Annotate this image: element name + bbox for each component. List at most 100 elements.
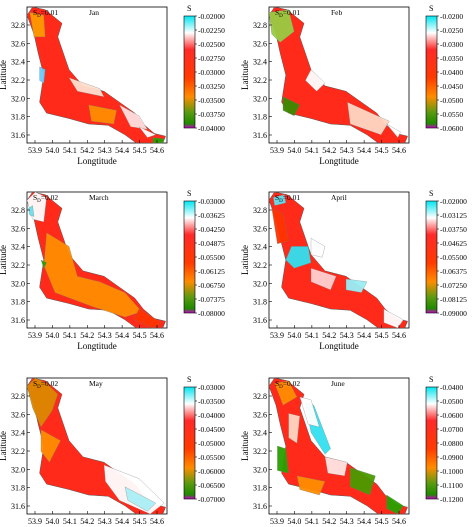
colorbar-tick-label: -0.1100 xyxy=(440,481,463,490)
x-tick-label: 54.5 xyxy=(133,146,147,155)
x-tick-label: 54.0 xyxy=(287,517,301,526)
y-tick-label: 32.6 xyxy=(253,224,267,233)
sd-label: SD=0.01 xyxy=(33,8,58,19)
x-tick-label: 54.1 xyxy=(63,517,77,526)
chart-panel-feb: SD=0.01 Feb 32.8 32.6 32.4 32.2 32.0 31.8 31.653… xyxy=(240,4,463,166)
contour-patch-5 xyxy=(40,259,47,269)
contour-patch-1 xyxy=(273,194,286,206)
colorbar-tick-label: -0.0350 xyxy=(440,54,463,63)
y-tick-label: 32.4 xyxy=(253,58,267,67)
y-axis-label: Latitude xyxy=(0,431,8,461)
x-tick-label: 54.6 xyxy=(150,517,164,526)
colorbar-tick-label: -0.04000 xyxy=(198,411,225,420)
y-tick-label: 32.0 xyxy=(253,94,267,103)
colorbar-title: S xyxy=(187,375,191,384)
colorbar-tick-label: -0.07000 xyxy=(198,495,225,504)
contour-patch-2 xyxy=(28,205,35,217)
y-tick-label: 32.8 xyxy=(11,206,25,215)
colorbar-tick-label: -0.04625 xyxy=(440,239,467,248)
y-tick-label: 32.8 xyxy=(253,206,267,215)
colorbar-tick-label: -0.02000 xyxy=(440,197,467,206)
colorbar-tick-label: -0.06750 xyxy=(198,281,225,290)
contour-patch-7 xyxy=(350,467,376,496)
colorbar-tick-label: -0.0600 xyxy=(440,411,463,420)
colorbar-tick-label: -0.08000 xyxy=(198,309,225,318)
y-tick-label: 31.6 xyxy=(253,131,267,140)
x-tick-label: 54.6 xyxy=(150,146,164,155)
x-tick-label: 54.6 xyxy=(392,331,406,340)
x-tick-label: 54.1 xyxy=(305,146,319,155)
sd-label: SD=0.01 xyxy=(275,193,300,204)
sd-label: SD=0.01 xyxy=(275,8,300,19)
x-tick-label: 54.4 xyxy=(357,146,371,155)
x-tick-label: 54.6 xyxy=(392,146,406,155)
y-tick-label: 32.0 xyxy=(11,465,25,474)
x-tick-label: 54.2 xyxy=(80,146,94,155)
contour-patch-6 xyxy=(324,456,348,477)
colorbar-tick-label: -0.05500 xyxy=(198,453,225,462)
colorbar-tick-label: -0.02500 xyxy=(198,40,225,49)
contour-patch-6 xyxy=(138,126,157,138)
y-tick-label: 31.8 xyxy=(253,113,267,122)
y-tick-label: 32.2 xyxy=(11,76,25,85)
x-tick-label: 54.4 xyxy=(115,517,129,526)
y-tick-label: 32.8 xyxy=(11,21,25,30)
colorbar xyxy=(183,200,196,314)
contour-patch-2 xyxy=(39,66,46,84)
colorbar xyxy=(183,386,196,500)
x-tick-label: 54.1 xyxy=(63,331,77,340)
month-label: May xyxy=(89,379,103,388)
y-tick-label: 32.4 xyxy=(253,243,267,252)
contour-patch-6 xyxy=(345,278,368,293)
month-label: Jan xyxy=(89,8,99,17)
y-axis-label: Latitude xyxy=(0,245,8,275)
x-tick-label: 54.1 xyxy=(305,331,319,340)
y-tick-label: 31.6 xyxy=(11,316,25,325)
y-axis-label: Latitude xyxy=(0,60,8,90)
x-tick-label: 54.6 xyxy=(150,331,164,340)
y-tick-label: 32.8 xyxy=(253,392,267,401)
x-tick-label: 54.5 xyxy=(133,331,147,340)
colorbar-tick-label: -0.03125 xyxy=(440,211,467,220)
x-tick-label: 54.5 xyxy=(375,331,389,340)
contour-patch-1 xyxy=(268,9,295,43)
y-tick-label: 31.8 xyxy=(11,113,25,122)
colorbar-tick-label: -0.0900 xyxy=(440,453,463,462)
x-tick-label: 54.0 xyxy=(45,517,59,526)
contour-patch-4 xyxy=(299,396,320,428)
colorbar-tick-label: -0.07250 xyxy=(440,281,467,290)
sd-label: SD=0.02 xyxy=(275,379,300,390)
x-axis-label: Longtitude xyxy=(319,156,359,166)
y-tick-label: 32.8 xyxy=(253,21,267,30)
contour-patch-5 xyxy=(119,104,148,130)
surface-region xyxy=(268,191,408,329)
colorbar-tick-label: -0.05000 xyxy=(198,439,225,448)
x-tick-label: 54.6 xyxy=(392,517,406,526)
x-axis-label: Longtitude xyxy=(77,156,117,166)
y-tick-label: 32.2 xyxy=(253,76,267,85)
colorbar-tick-label: -0.06125 xyxy=(198,267,225,276)
colorbar-title: S xyxy=(429,189,433,198)
x-tick-label: 54.2 xyxy=(322,517,336,526)
colorbar xyxy=(425,386,438,500)
x-tick-label: 54.2 xyxy=(322,146,336,155)
colorbar-title: S xyxy=(187,4,191,13)
x-tick-label: 54.5 xyxy=(375,517,389,526)
x-axis-label: Longtitude xyxy=(319,341,359,351)
colorbar-tick-label: -0.09000 xyxy=(440,309,467,318)
contour-patch-5 xyxy=(277,445,289,474)
colorbar-tick-label: -0.0500 xyxy=(440,397,463,406)
y-tick-label: 32.0 xyxy=(253,465,267,474)
contour-patch-3 xyxy=(282,96,301,116)
contour-patch-4 xyxy=(133,308,162,329)
x-tick-label: 53.9 xyxy=(270,331,284,340)
colorbar-tick-label: -0.03500 xyxy=(198,397,225,406)
colorbar-title: S xyxy=(187,189,191,198)
x-tick-label: 54.2 xyxy=(322,331,336,340)
contour-patch-2 xyxy=(288,413,300,444)
colorbar-tick-label: -0.08125 xyxy=(440,295,467,304)
colorbar xyxy=(425,200,438,314)
y-tick-label: 32.6 xyxy=(253,39,267,48)
y-tick-label: 31.8 xyxy=(253,298,267,307)
x-tick-label: 54.3 xyxy=(340,331,354,340)
